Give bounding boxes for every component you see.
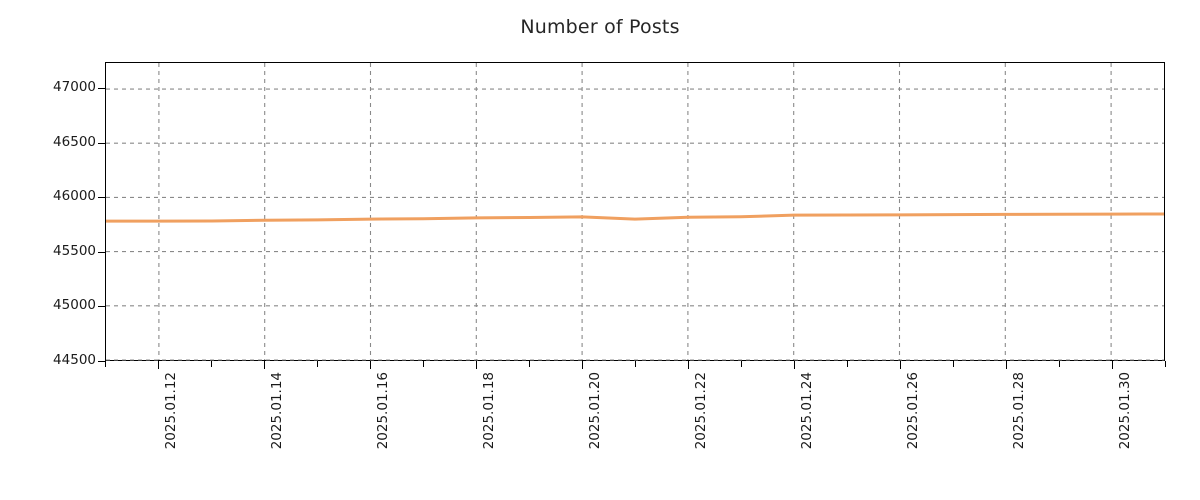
y-axis-tick-mark [98,197,105,199]
y-axis-tick-mark [98,88,105,90]
x-axis-tick-label: 2025.01.16 [375,372,391,450]
x-axis-tick-label: 2025.01.26 [905,372,921,450]
x-axis-tick-mark [264,361,265,369]
chart-title: Number of Posts [520,16,680,38]
x-axis-tick-mark [1112,361,1113,369]
x-axis-tick-mark [370,361,371,369]
x-axis-tick-mark [476,361,477,369]
plot-area [105,62,1165,361]
y-axis-tick-mark [98,251,105,253]
y-axis-tick-label: 44500 [53,352,96,368]
x-axis-tick-mark [635,361,636,367]
y-axis-tick-label: 46000 [53,188,96,205]
y-axis-tick-label: 45500 [53,242,96,259]
x-axis-tick-mark [1059,361,1060,367]
x-axis-tick-mark [582,361,583,369]
x-axis-tick-label: 2025.01.28 [1011,372,1027,450]
grid-lines [106,63,1164,360]
y-axis-tick-label: 46500 [53,133,96,150]
x-axis-tick-mark [741,361,742,367]
x-axis-tick-mark [1006,361,1007,369]
data-series-line [106,63,1164,360]
y-axis-tick-mark [98,142,105,144]
y-axis-tick-label: 45000 [53,297,96,314]
x-axis-tick-label: 2025.01.20 [587,372,603,450]
x-axis-tick-mark [900,361,901,369]
x-axis-tick-mark [847,361,848,367]
x-axis-tick-mark [423,361,424,367]
x-axis-tick-mark [794,361,795,369]
series-polyline [106,214,1164,221]
x-axis-tick-mark [1165,361,1166,367]
y-axis-tick-labels: 47000 46500 46000 45500 45000 44500 [0,0,96,500]
x-axis-tick-label: 2025.01.18 [481,372,497,450]
x-axis-tick-label: 2025.01.30 [1117,372,1133,450]
x-axis-tick-label: 2025.01.24 [799,372,815,450]
x-axis-tick-mark [211,361,212,367]
x-axis-tick-mark [158,361,159,369]
x-axis-tick-mark [529,361,530,367]
x-axis-tick-mark [688,361,689,369]
x-axis-tick-label: 2025.01.22 [693,372,709,450]
x-axis-tick-mark [317,361,318,367]
y-axis-tick-label: 47000 [53,79,96,96]
y-axis-tick-mark [98,306,105,308]
x-axis-tick-label: 2025.01.12 [163,372,179,450]
x-axis-tick-mark [953,361,954,367]
x-axis-tick-label: 2025.01.14 [269,372,285,450]
y-axis-tick-mark [98,361,105,362]
x-axis-tick-mark [105,361,106,367]
